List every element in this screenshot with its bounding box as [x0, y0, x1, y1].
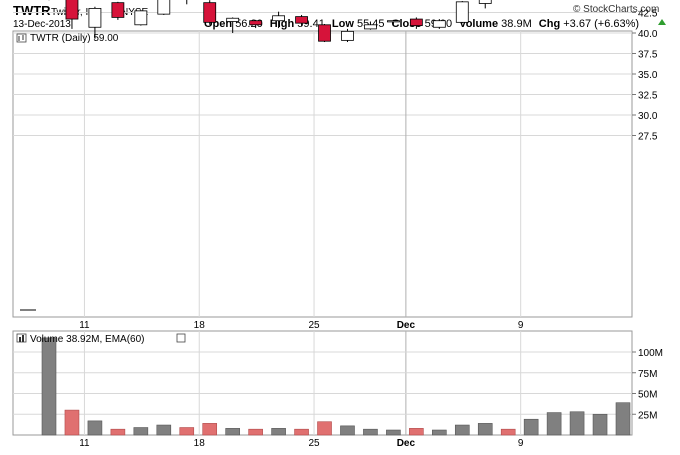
volume-bar: [42, 338, 56, 435]
volume-bar: [593, 414, 607, 435]
low-label: Low: [332, 18, 354, 30]
up-arrow-icon: [658, 19, 666, 25]
volume-value: 38.9M: [501, 18, 532, 30]
candle-body: [89, 8, 101, 27]
volume-tick-label: 25M: [638, 410, 657, 421]
volume-x-tick-label: 9: [518, 438, 524, 449]
volume-x-tick-label: 11: [79, 438, 90, 449]
volume-x-tick-label: Dec: [397, 438, 416, 449]
price-x-tick-label: Dec: [397, 320, 416, 331]
volume-bar: [409, 428, 423, 435]
volume-tick-label: 100M: [638, 348, 663, 359]
volume-bar: [134, 428, 148, 435]
volume-bar: [478, 423, 492, 435]
volume-x-tick-label: 25: [308, 438, 320, 449]
candle: [433, 19, 445, 29]
candle-body: [410, 19, 422, 26]
candle-body: [250, 21, 262, 25]
candle-body: [364, 25, 376, 29]
price-x-axis: 11 18 25 Dec 9: [79, 320, 524, 331]
price-legend: TWTR (Daily) 59.00: [17, 33, 119, 44]
volume-legend-icon-bar: [22, 335, 24, 342]
symbol-label: TWTR: [13, 3, 51, 18]
volume-bar: [65, 410, 79, 435]
candle: [319, 24, 331, 42]
candle-body: [433, 21, 445, 28]
volume-bar: [524, 419, 538, 435]
candle: [181, 0, 193, 4]
candle: [135, 10, 147, 26]
date-label: 13-Dec-2013: [13, 19, 71, 30]
candle-body: [341, 31, 353, 40]
volume-x-axis: 11 18 25 Dec 9: [79, 438, 524, 449]
volume-bar: [340, 426, 354, 435]
volume-legend-label: Volume 38.92M, EMA(60): [30, 334, 145, 345]
candle-body: [227, 18, 239, 21]
volume-bar: [157, 425, 171, 435]
candle: [456, 1, 468, 23]
volume-tick-label: 50M: [638, 390, 657, 401]
volume-bar: [363, 429, 377, 435]
volume-legend-icon-bar: [19, 337, 21, 342]
candle-body: [456, 2, 468, 23]
volume-bar: [547, 413, 561, 435]
ema-legend-box: [177, 334, 185, 342]
candle-body: [319, 25, 331, 41]
chg-value: +3.67 (+6.63%): [563, 18, 639, 30]
price-x-tick-label: 25: [308, 320, 320, 331]
price-x-tick-label: 18: [194, 320, 206, 331]
candle: [204, 0, 216, 25]
candle-body: [112, 3, 124, 18]
price-tick-label: 27.5: [638, 132, 658, 143]
candle-body: [296, 17, 308, 24]
candle-body: [66, 0, 78, 19]
candle-body: [387, 21, 399, 22]
volume-bar: [226, 428, 240, 435]
volume-bar: [432, 430, 446, 435]
price-tick-label: 42.5: [638, 9, 658, 20]
candle: [479, 0, 491, 8]
candle-body: [273, 16, 285, 21]
price-legend-label: TWTR (Daily) 59.00: [30, 33, 119, 44]
volume-x-tick-label: 18: [194, 438, 206, 449]
volume-bar: [570, 412, 584, 435]
candle: [158, 0, 170, 15]
volume-bar: [111, 429, 125, 435]
chg-label: Chg: [539, 18, 560, 30]
volume-bar: [501, 429, 515, 435]
candle-legend-icon: [17, 34, 26, 42]
price-tick-label: 32.5: [638, 91, 658, 102]
volume-tick-label: 75M: [638, 369, 657, 380]
candle-body: [204, 3, 216, 23]
price-tick-label: 40.0: [638, 29, 658, 40]
volume-bar: [386, 430, 400, 435]
candle-body: [479, 0, 491, 3]
price-x-tick-label: 9: [518, 320, 524, 331]
volume-axis: 25M 50M 75M 100M: [632, 348, 663, 421]
volume-bar: [180, 428, 194, 435]
volume-bar: [272, 428, 286, 435]
price-x-tick-label: 11: [79, 320, 90, 331]
volume-bar: [88, 421, 102, 435]
volume-bar: [616, 403, 630, 435]
volume-bar: [318, 422, 332, 435]
candle: [112, 2, 124, 20]
volume-panel: [13, 331, 632, 435]
candle-body: [158, 0, 170, 14]
price-tick-label: 30.0: [638, 111, 658, 122]
volume-bar: [249, 429, 263, 435]
volume-bar: [295, 429, 309, 435]
volume-bar: [203, 423, 217, 435]
volume-bar: [455, 425, 469, 435]
volume-legend-icon: [17, 334, 26, 342]
candle-body: [135, 11, 147, 25]
price-tick-label: 35.0: [638, 70, 658, 81]
price-tick-label: 37.5: [638, 50, 658, 61]
